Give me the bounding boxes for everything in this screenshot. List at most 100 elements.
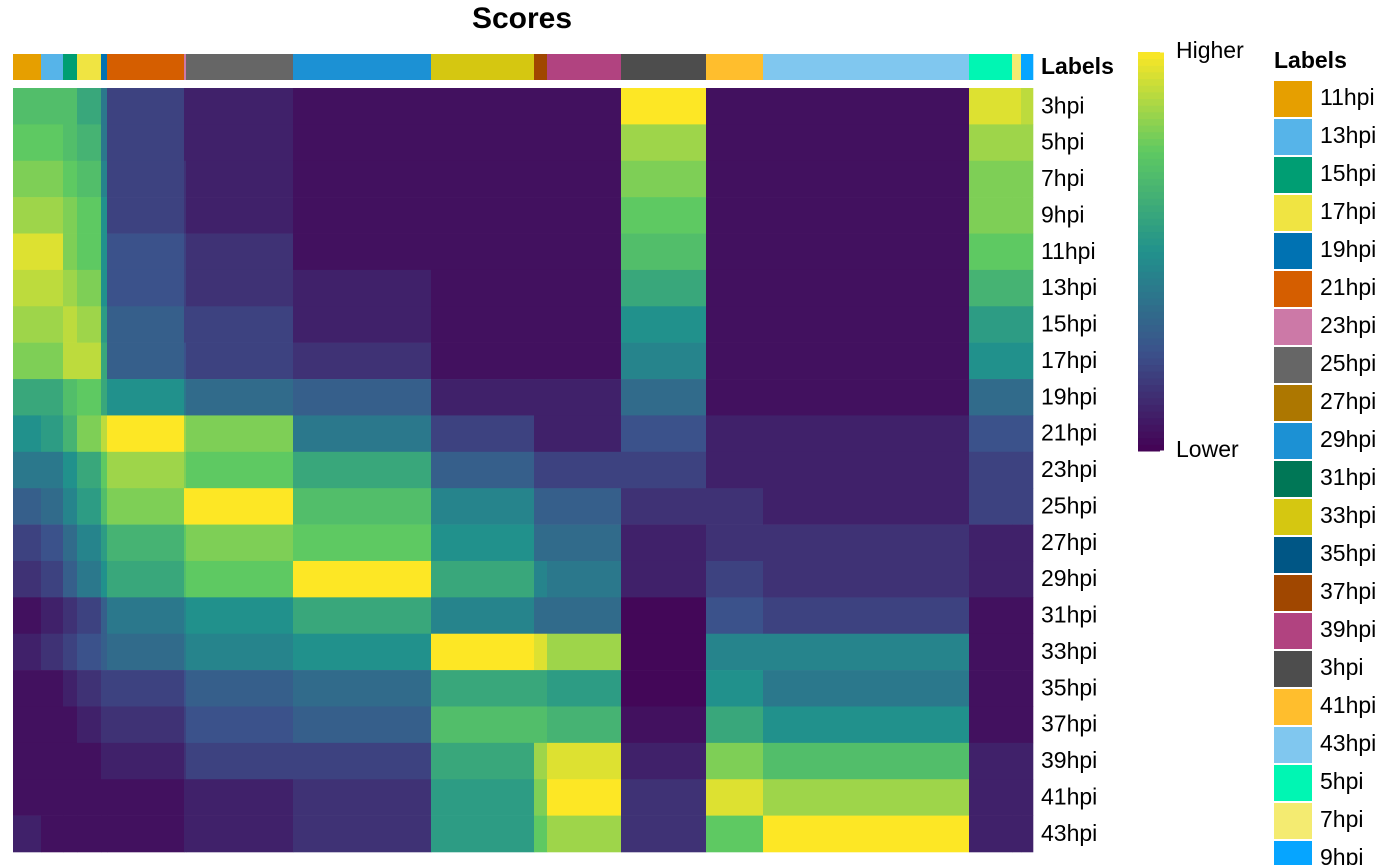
heatmap-cell — [107, 779, 185, 816]
heatmap-cell — [534, 269, 548, 307]
heatmap-cell — [1021, 451, 1034, 489]
colorbar-segment — [1138, 178, 1164, 186]
heatmap-cell — [706, 197, 764, 234]
heatmap-cell — [706, 633, 764, 671]
heatmap-cell — [107, 88, 185, 125]
heatmap-cell — [431, 197, 535, 234]
heatmap-cell — [184, 451, 187, 489]
heatmap-cell — [101, 779, 108, 816]
heatmap-cell — [63, 633, 78, 671]
heatmap-cell — [621, 560, 707, 598]
colorbar-segment — [1138, 131, 1164, 139]
legend-label: 23hpi — [1320, 312, 1376, 338]
heatmap-cell — [547, 269, 622, 307]
heatmap-cell — [101, 197, 108, 234]
heatmap-cell — [293, 342, 432, 380]
heatmap-cell — [431, 779, 535, 816]
heatmap-cell — [184, 415, 187, 453]
heatmap-cell — [293, 524, 432, 562]
colorbar-segment — [1138, 357, 1164, 366]
colorbar-segment — [1138, 318, 1164, 326]
heatmap-cell — [77, 597, 102, 635]
heatmap-cell — [77, 560, 102, 598]
heatmap-cell — [621, 269, 707, 307]
heatmap-cell — [547, 233, 622, 271]
heatmap-cell — [107, 815, 185, 853]
heatmap-cell — [13, 670, 42, 707]
colorbar-segment — [1138, 251, 1164, 259]
heatmap-cell — [431, 488, 535, 525]
heatmap-cell — [63, 524, 78, 562]
heatmap-cell — [293, 488, 432, 525]
heatmap-cell — [431, 706, 535, 744]
heatmap-cell — [186, 269, 294, 307]
heatmap-cell — [186, 124, 294, 162]
heatmap-cell — [621, 306, 707, 343]
chart-title: Scores — [472, 2, 572, 35]
heatmap-cell — [101, 597, 108, 635]
heatmap-cell — [534, 88, 548, 125]
annotation-cell — [431, 54, 535, 80]
heatmap-cell — [184, 670, 187, 707]
heatmap-cell — [13, 306, 42, 343]
heatmap-cell — [63, 815, 78, 853]
heatmap-cell — [107, 269, 185, 307]
annotation-cell — [621, 54, 707, 80]
heatmap-cell — [101, 488, 108, 525]
row-label: 21hpi — [1041, 420, 1097, 446]
heatmap-cell — [1012, 670, 1022, 707]
heatmap-cell — [706, 269, 764, 307]
legend-label: 19hpi — [1320, 236, 1376, 262]
row-label: 29hpi — [1041, 565, 1097, 591]
heatmap-cell — [534, 779, 548, 816]
legend-swatch — [1274, 765, 1312, 801]
colorbar-segment — [1138, 118, 1164, 126]
heatmap-cell — [1021, 670, 1034, 707]
heatmap-cell — [621, 488, 707, 525]
heatmap-cell — [13, 779, 42, 816]
heatmap-cell — [969, 306, 1013, 343]
heatmap-cell — [186, 706, 294, 744]
heatmap-cell — [621, 706, 707, 744]
heatmap-cell — [63, 415, 78, 453]
heatmap-cell — [41, 379, 64, 416]
heatmap-cell — [41, 88, 64, 125]
heatmap-cell — [1012, 415, 1022, 453]
colorbar-segment — [1138, 171, 1164, 179]
legend-label: 27hpi — [1320, 388, 1376, 414]
heatmap-cell — [293, 88, 432, 125]
heatmap-cell — [77, 451, 102, 489]
heatmap-cell — [41, 779, 64, 816]
colorbar-segment — [1138, 191, 1164, 199]
annotation-cell — [293, 54, 432, 80]
heatmap-cell — [621, 88, 707, 125]
colorbar-segment — [1138, 198, 1164, 206]
heatmap-cell — [621, 815, 707, 853]
heatmap-cell — [763, 633, 970, 671]
heatmap-cell — [706, 233, 764, 271]
heatmap-cell — [969, 88, 1013, 125]
heatmap-cell — [107, 524, 185, 562]
heatmap-cell — [13, 379, 42, 416]
heatmap-cell — [107, 706, 185, 744]
heatmap-cell — [186, 815, 294, 853]
heatmap-cell — [293, 379, 432, 416]
colorbar-segment — [1138, 211, 1164, 219]
heatmap-cell — [184, 706, 187, 744]
legend-swatch — [1274, 119, 1312, 155]
heatmap-cell — [101, 306, 108, 343]
colorbar-segment — [1138, 337, 1164, 346]
heatmap-cell — [77, 415, 102, 453]
legend-swatch — [1274, 803, 1312, 839]
heatmap-cell — [547, 197, 622, 234]
row-label: 23hpi — [1041, 456, 1097, 482]
heatmap-cell — [534, 415, 548, 453]
row-label: 37hpi — [1041, 711, 1097, 737]
heatmap-cell — [547, 451, 622, 489]
heatmap-cell — [1021, 306, 1034, 343]
row-label: 43hpi — [1041, 820, 1097, 846]
heatmap-cell — [1021, 160, 1034, 198]
colorbar-segment — [1138, 185, 1164, 193]
heatmap-cell — [706, 160, 764, 198]
